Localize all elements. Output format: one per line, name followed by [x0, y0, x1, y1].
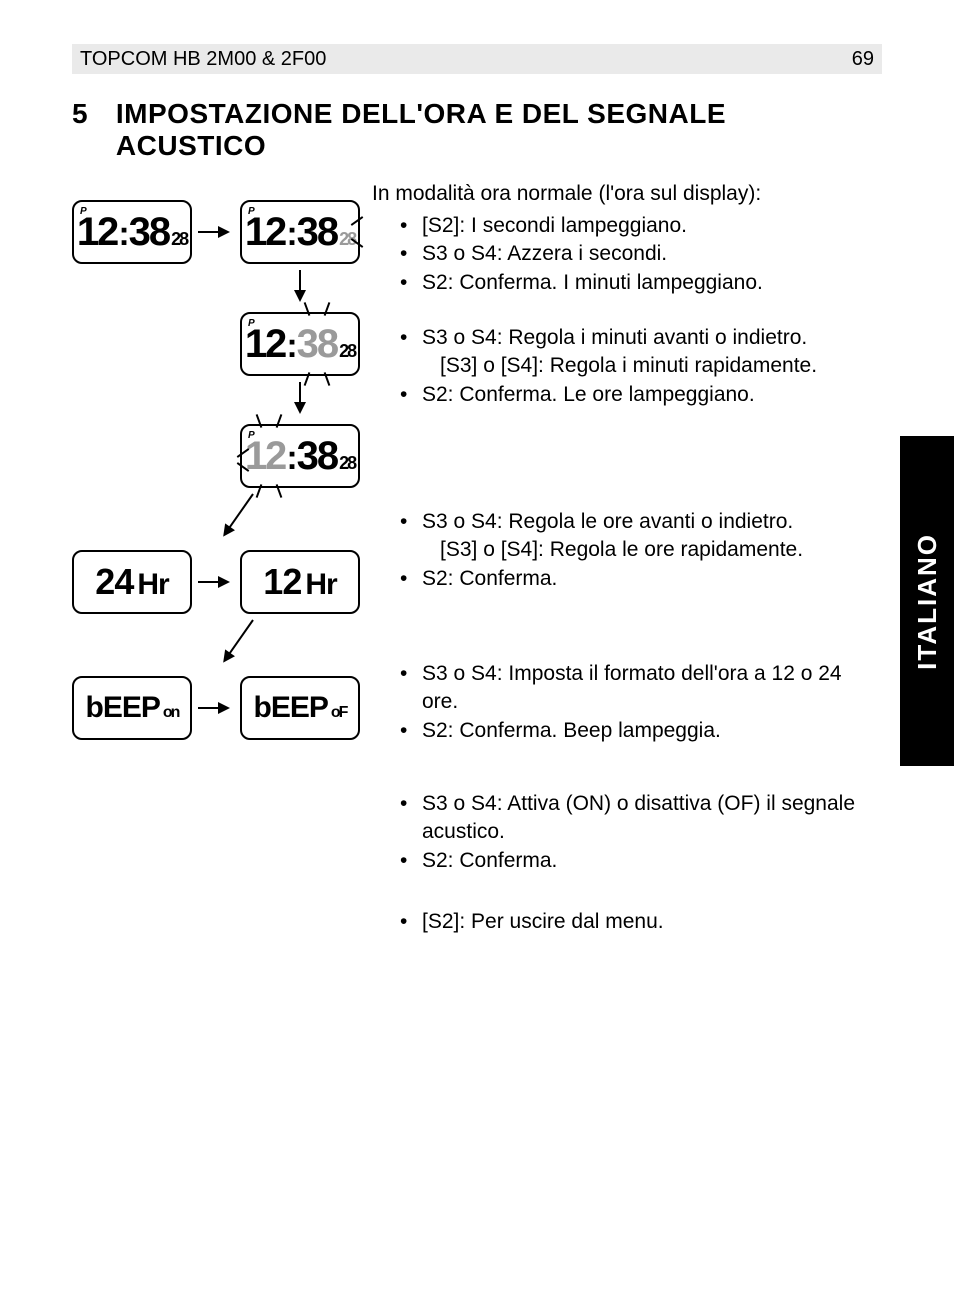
arrow-right-icon: [198, 581, 228, 583]
arrow-right-icon: [198, 231, 228, 233]
heading-title: IMPOSTAZIONE DELL'ORA E DEL SEGNALE ACUS…: [116, 98, 882, 162]
page: TOPCOM HB 2M00 & 2F00 69 5 IMPOSTAZIONE …: [0, 0, 954, 1306]
bullet-group-6: [S2]: Per uscire dal menu.: [400, 908, 870, 936]
bullet-group-1: [S2]: I secondi lampeggiano. S3 o S4: Az…: [400, 212, 870, 297]
lcd-colon: :: [285, 329, 296, 363]
lcd-seconds: 28: [171, 230, 187, 248]
lcd-cell-r4c2: 12 Hr: [240, 550, 360, 614]
bullet-item: S3 o S4: Regola i minuti avanti o indiet…: [400, 324, 870, 352]
lcd-seconds: 28: [339, 454, 355, 472]
language-tab: ITALIANO: [900, 436, 954, 766]
bullet-item: [S2]: I secondi lampeggiano.: [400, 212, 870, 240]
lcd-sub: on: [163, 704, 179, 722]
p-indicator: P: [80, 206, 87, 217]
bullet-item: S2: Conferma.: [400, 565, 870, 593]
lcd-cell-r3: P 12 : 38 28: [240, 424, 360, 488]
bullet-item: S2: Conferma. Le ore lampeggiano.: [400, 381, 870, 409]
arrow-down-icon: [299, 270, 301, 300]
p-indicator: P: [248, 318, 255, 329]
section-heading: 5 IMPOSTAZIONE DELL'ORA E DEL SEGNALE AC…: [72, 98, 882, 162]
lcd-hours: 12: [77, 212, 118, 252]
lcd-minutes: 38: [297, 436, 338, 476]
flash-mark: [304, 372, 311, 386]
lcd-hours: 12: [245, 324, 286, 364]
product-name: TOPCOM HB 2M00 & 2F00: [80, 48, 326, 71]
lcd-text: bEEP: [254, 691, 328, 725]
bullet-item: [S2]: Per uscire dal menu.: [400, 908, 870, 936]
bullet-item: S2: Conferma. I minuti lampeggiano.: [400, 269, 870, 297]
flash-mark: [276, 484, 283, 498]
p-indicator: P: [248, 430, 255, 441]
lcd-hours: 12: [245, 436, 286, 476]
lcd-cell-r1c2: P 12 : 38 28: [240, 200, 360, 264]
bullet-group-4: S3 o S4: Imposta il formato dell'ora a 1…: [400, 660, 870, 745]
arrow-down-icon: [299, 382, 301, 412]
lcd-cell-r1c1: P 12 : 38 28: [72, 200, 192, 264]
bullet-sub-item: [S3] o [S4]: Regola le ore rapidamente.: [400, 536, 870, 564]
lcd-colon: :: [285, 217, 296, 251]
flash-mark: [256, 414, 263, 428]
bullet-group-2: S3 o S4: Regola i minuti avanti o indiet…: [400, 324, 870, 409]
flash-mark: [324, 302, 331, 316]
lcd-cell-r5c1: bEEP on: [72, 676, 192, 740]
heading-number: 5: [72, 98, 116, 130]
lcd-cell-r4c1: 24 Hr: [72, 550, 192, 614]
arrow-diag-icon: [224, 493, 254, 535]
lcd-minutes: 38: [129, 212, 170, 252]
language-tab-label: ITALIANO: [912, 533, 943, 670]
bullet-item: S3 o S4: Attiva (ON) o disattiva (OF) il…: [400, 790, 870, 847]
page-number: 69: [852, 48, 874, 71]
bullet-group-3: S3 o S4: Regola le ore avanti o indietro…: [400, 508, 870, 593]
lcd-cell-r2: P 12 : 38 28: [240, 312, 360, 376]
bullet-item: S3 o S4: Azzera i secondi.: [400, 240, 870, 268]
intro-text: In modalità ora normale (l'ora sul displ…: [372, 182, 761, 206]
lcd-minutes: 38: [297, 324, 338, 364]
p-indicator: P: [248, 206, 255, 217]
bullet-group-5: S3 o S4: Attiva (ON) o disattiva (OF) il…: [400, 790, 870, 875]
lcd-minutes: 38: [297, 212, 338, 252]
lcd-cell-r5c2: bEEP oF: [240, 676, 360, 740]
flash-mark: [324, 372, 331, 386]
bullet-item: S3 o S4: Imposta il formato dell'ora a 1…: [400, 660, 870, 717]
arrow-right-icon: [198, 707, 228, 709]
flash-mark: [276, 414, 283, 428]
bullet-sub-item: [S3] o [S4]: Regola i minuti rapidamente…: [400, 352, 870, 380]
lcd-suffix: Hr: [137, 568, 168, 602]
flash-mark: [304, 302, 311, 316]
bullet-item: S2: Conferma. Beep lampeggia.: [400, 717, 870, 745]
bullet-item: S2: Conferma.: [400, 847, 870, 875]
lcd-seconds: 28: [339, 342, 355, 360]
header-band: TOPCOM HB 2M00 & 2F00 69: [72, 44, 882, 74]
lcd-text: 12: [263, 561, 301, 603]
lcd-text: bEEP: [86, 691, 160, 725]
lcd-colon: :: [285, 441, 296, 475]
bullet-item: S3 o S4: Regola le ore avanti o indietro…: [400, 508, 870, 536]
lcd-suffix: Hr: [305, 568, 336, 602]
lcd-sub: oF: [331, 704, 347, 722]
lcd-text: 24: [95, 561, 133, 603]
arrow-diag-icon: [224, 619, 254, 661]
flash-mark: [256, 484, 263, 498]
lcd-colon: :: [117, 217, 128, 251]
lcd-hours: 12: [245, 212, 286, 252]
